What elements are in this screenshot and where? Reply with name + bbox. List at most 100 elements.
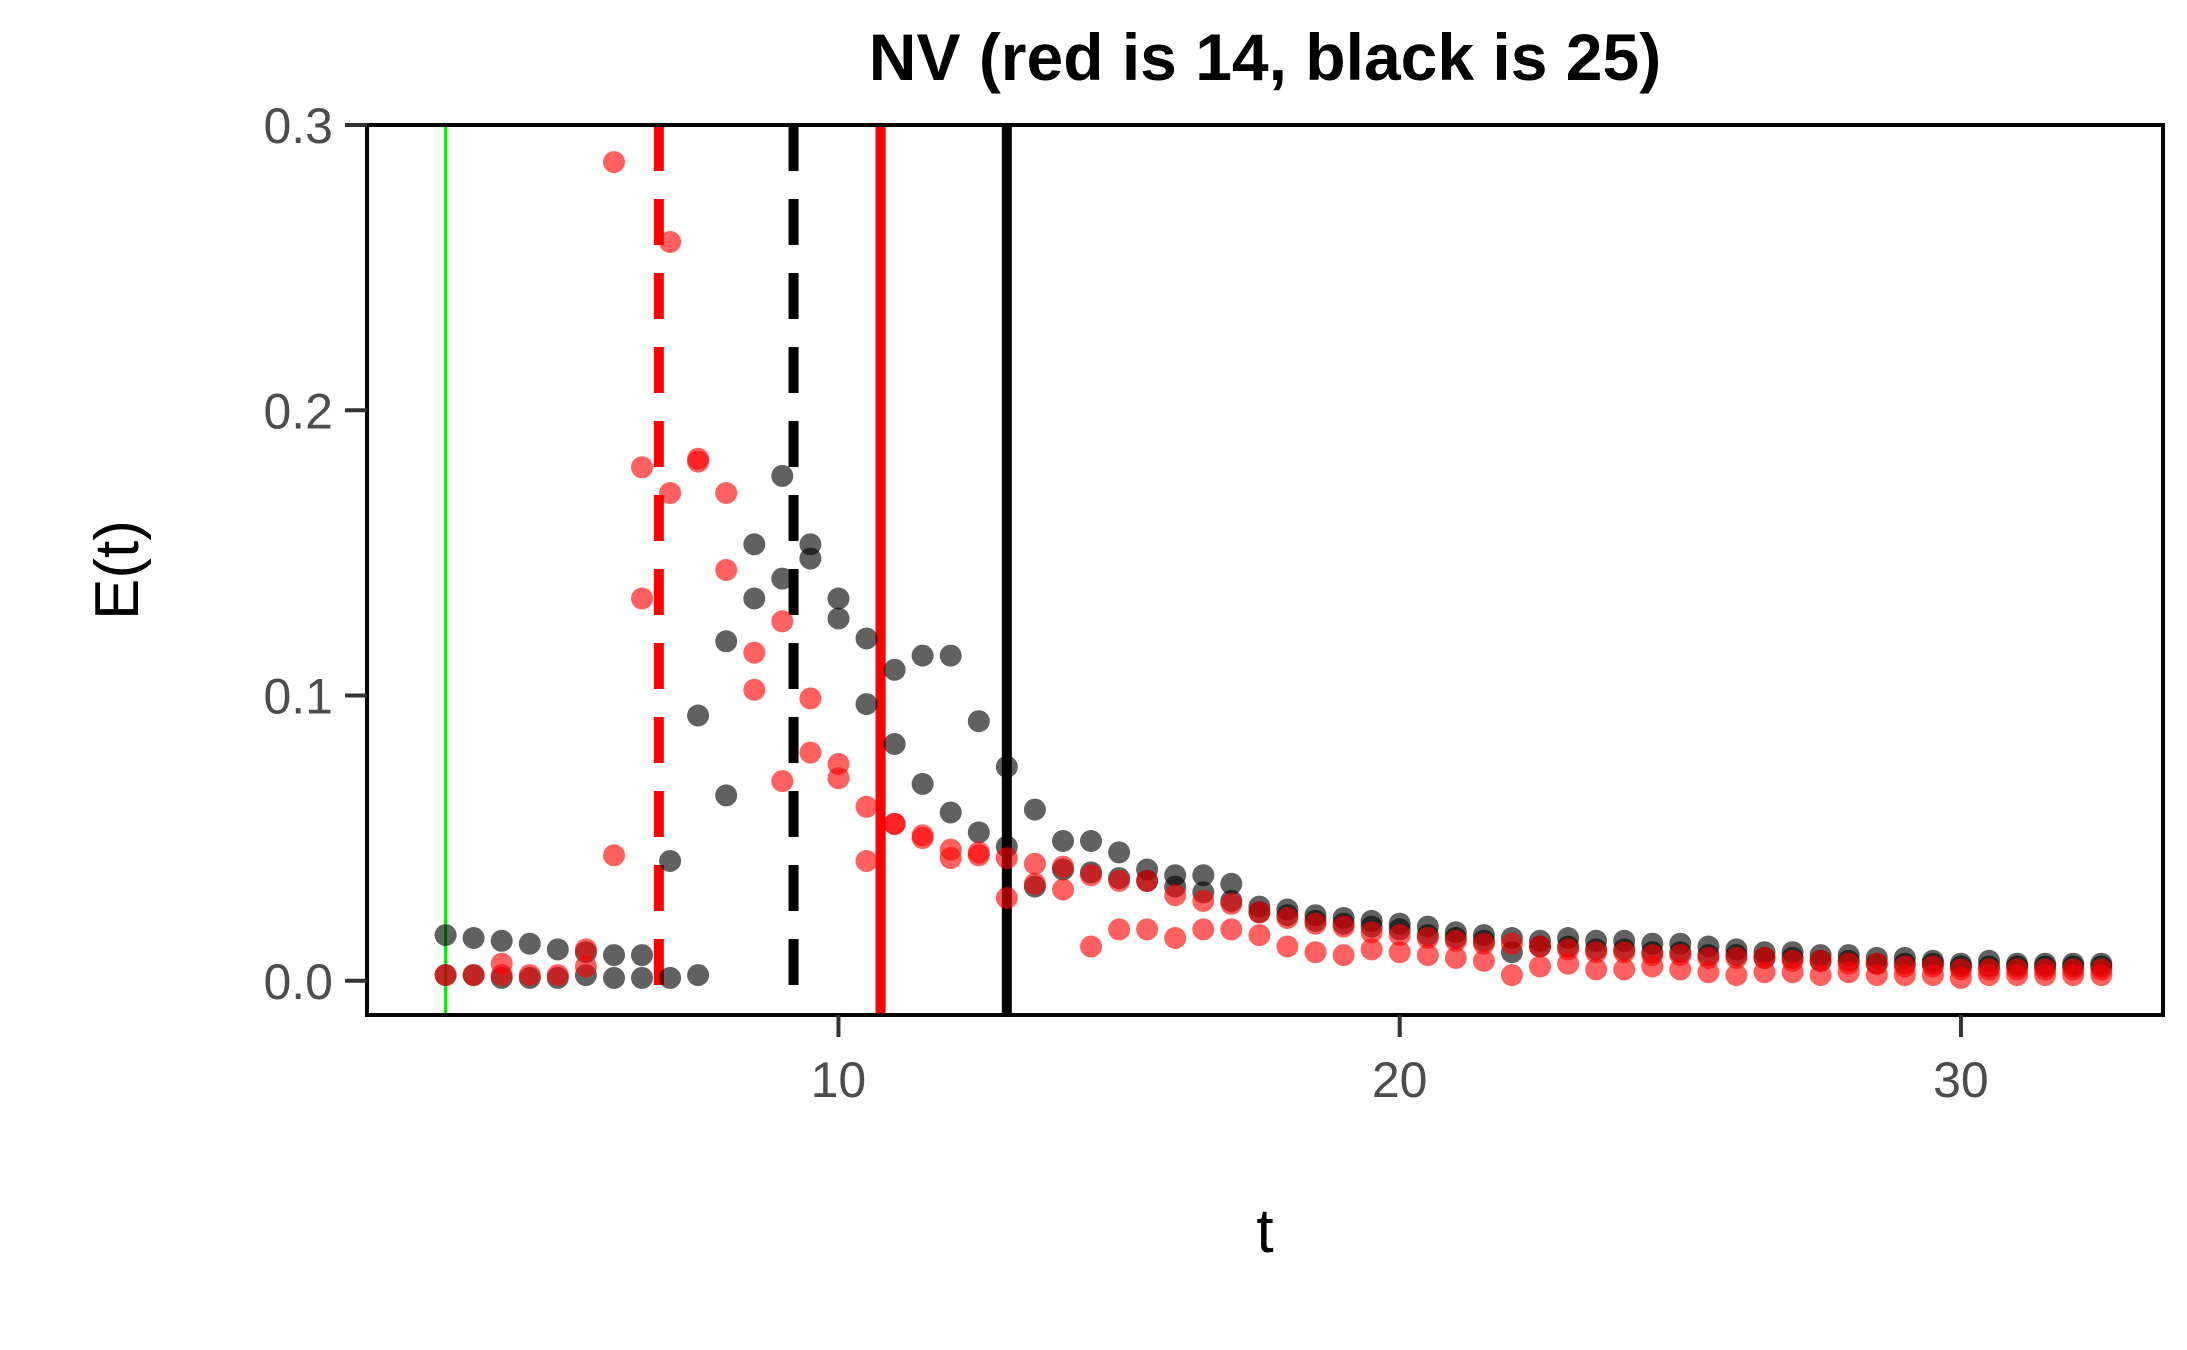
point-series2-82 [1613, 958, 1636, 981]
point-series2-73 [1500, 932, 1523, 955]
points-layer [434, 151, 2113, 989]
point-series2-30 [883, 812, 906, 835]
point-series2-61 [1332, 915, 1355, 938]
point-series1-19 [659, 850, 682, 872]
point-series1-55 [1192, 864, 1215, 887]
point-series2-20 [743, 678, 766, 701]
point-series2-34 [939, 847, 962, 870]
y-tick-label-2: 0.1 [263, 669, 333, 725]
point-series2-88 [1697, 961, 1720, 984]
point-series1-33 [883, 658, 906, 681]
point-series2-28 [855, 850, 878, 872]
point-series2-48 [1136, 918, 1159, 941]
point-series2-63 [1360, 921, 1383, 944]
point-series2-64 [1360, 938, 1383, 961]
point-series2-62 [1332, 944, 1355, 967]
point-series1-25 [771, 464, 794, 487]
point-series1-15 [603, 966, 625, 989]
point-series1-22 [715, 784, 738, 807]
point-series1-2 [462, 927, 485, 949]
point-series2-116 [2090, 964, 2113, 987]
x-axis: 10 20 30 [811, 1015, 1989, 1108]
point-series2-7 [574, 938, 597, 961]
point-series1-45 [1052, 830, 1074, 852]
point-series2-13 [659, 231, 682, 253]
point-series2-26 [827, 767, 850, 790]
point-series2-16 [687, 450, 710, 473]
point-series2-18 [715, 559, 738, 581]
point-series2-84 [1641, 955, 1664, 978]
point-series1-38 [939, 801, 962, 824]
point-series2-104 [1921, 964, 1944, 987]
point-series2-66 [1388, 941, 1411, 964]
point-series1-29 [827, 587, 850, 610]
point-series2-71 [1472, 932, 1495, 955]
point-series2-39 [1023, 852, 1046, 875]
point-series2-55 [1248, 901, 1271, 924]
point-series1-49 [1108, 841, 1131, 864]
point-series1-41 [995, 755, 1018, 778]
point-series1-31 [855, 627, 878, 650]
point-series2-108 [1978, 964, 2000, 987]
point-series2-23 [799, 687, 822, 710]
point-series2-11 [631, 456, 653, 479]
point-series2-81 [1613, 941, 1636, 964]
point-series2-36 [967, 844, 990, 867]
point-series2-49 [1164, 884, 1187, 907]
point-series1-40 [967, 821, 990, 844]
plot-panel-border [365, 123, 2165, 1017]
x-tick-label-3: 30 [1933, 1052, 1989, 1108]
point-series2-74 [1500, 964, 1523, 987]
chart-title: NV (red is 14, black is 25) [869, 20, 1661, 94]
point-series2-92 [1753, 961, 1776, 984]
point-series2-12 [631, 587, 653, 610]
point-series2-53 [1220, 892, 1243, 915]
point-series1-57 [1220, 872, 1243, 895]
point-series2-22 [771, 770, 794, 793]
point-series2-65 [1388, 924, 1411, 947]
point-series2-27 [855, 795, 878, 818]
point-series1-39 [967, 710, 990, 733]
point-series2-21 [771, 610, 794, 633]
y-tick-label-1: 0.0 [263, 954, 333, 1010]
point-series2-10 [603, 844, 625, 867]
point-series2-96 [1809, 964, 1832, 987]
point-series2-46 [1108, 918, 1131, 941]
point-series2-90 [1725, 964, 1748, 987]
y-tick-label-4: 0.3 [263, 98, 333, 154]
point-series1-3 [490, 929, 513, 952]
point-series1-5 [546, 938, 569, 961]
point-series2-54 [1220, 918, 1243, 941]
point-series2-70 [1444, 946, 1467, 969]
point-series2-44 [1080, 935, 1102, 958]
point-series2-19 [743, 641, 766, 664]
point-series1-7 [603, 944, 625, 967]
x-tick-label-2: 20 [1372, 1052, 1428, 1108]
point-series1-43 [1023, 798, 1046, 821]
point-series2-32 [911, 827, 934, 850]
point-series2-17 [715, 482, 738, 504]
point-series2-40 [1023, 872, 1046, 895]
point-series2-42 [1052, 878, 1074, 901]
point-series2-50 [1164, 927, 1187, 949]
point-series1-20 [687, 704, 710, 727]
point-series2-75 [1529, 935, 1551, 958]
point-series1-30 [827, 607, 850, 630]
point-series2-80 [1585, 958, 1608, 981]
y-tick-label-3: 0.2 [263, 383, 333, 439]
vertical-lines-layer [444, 125, 1012, 1015]
point-series1-4 [518, 932, 541, 955]
point-series2-106 [1949, 966, 1972, 989]
point-series2-1 [434, 964, 457, 987]
point-series2-72 [1472, 949, 1495, 972]
point-series1-23 [743, 533, 766, 556]
point-series2-102 [1893, 964, 1916, 987]
point-series1-21 [715, 630, 738, 653]
point-series2-78 [1557, 952, 1580, 975]
point-series1-24 [743, 587, 766, 610]
x-tick-label-1: 10 [811, 1052, 867, 1108]
point-series1-8 [631, 944, 653, 967]
point-series2-5 [518, 964, 541, 987]
point-series2-47 [1136, 869, 1159, 892]
point-series2-6 [546, 964, 569, 987]
